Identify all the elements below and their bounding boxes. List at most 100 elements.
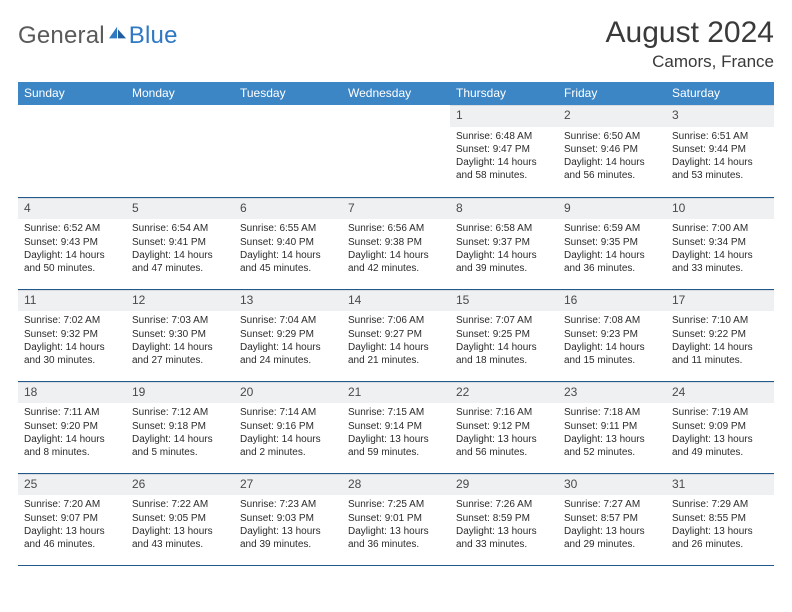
calendar-cell: 19Sunrise: 7:12 AMSunset: 9:18 PMDayligh… — [126, 381, 234, 473]
sunset-value: Sunset: 9:22 PM — [672, 328, 768, 341]
daylight-value: Daylight: 14 hours and 11 minutes. — [672, 341, 768, 367]
sunset-value: Sunset: 9:32 PM — [24, 328, 120, 341]
day-details: Sunrise: 7:10 AMSunset: 9:22 PMDaylight:… — [666, 311, 774, 371]
day-number: 10 — [666, 198, 774, 220]
calendar-cell: 11Sunrise: 7:02 AMSunset: 9:32 PMDayligh… — [18, 289, 126, 381]
weekday-header: Thursday — [450, 82, 558, 105]
sunrise-value: Sunrise: 6:51 AM — [672, 130, 768, 143]
sunset-value: Sunset: 9:09 PM — [672, 420, 768, 433]
day-number: 20 — [234, 382, 342, 404]
day-number: 5 — [126, 198, 234, 220]
sunrise-value: Sunrise: 6:56 AM — [348, 222, 444, 235]
calendar-cell: 17Sunrise: 7:10 AMSunset: 9:22 PMDayligh… — [666, 289, 774, 381]
day-details: Sunrise: 7:29 AMSunset: 8:55 PMDaylight:… — [666, 495, 774, 555]
sunset-value: Sunset: 9:35 PM — [564, 236, 660, 249]
day-number: 4 — [18, 198, 126, 220]
calendar-cell: 7Sunrise: 6:56 AMSunset: 9:38 PMDaylight… — [342, 197, 450, 289]
day-number: 18 — [18, 382, 126, 404]
calendar-cell: 23Sunrise: 7:18 AMSunset: 9:11 PMDayligh… — [558, 381, 666, 473]
sunrise-value: Sunrise: 6:59 AM — [564, 222, 660, 235]
sunrise-value: Sunrise: 6:55 AM — [240, 222, 336, 235]
day-number: 21 — [342, 382, 450, 404]
calendar-cell: 25Sunrise: 7:20 AMSunset: 9:07 PMDayligh… — [18, 473, 126, 565]
sunrise-value: Sunrise: 7:16 AM — [456, 406, 552, 419]
day-details: Sunrise: 6:51 AMSunset: 9:44 PMDaylight:… — [666, 127, 774, 187]
sunset-value: Sunset: 9:41 PM — [132, 236, 228, 249]
day-details: Sunrise: 7:07 AMSunset: 9:25 PMDaylight:… — [450, 311, 558, 371]
daylight-value: Daylight: 13 hours and 49 minutes. — [672, 433, 768, 459]
sail-icon — [109, 26, 127, 40]
calendar-cell: 1Sunrise: 6:48 AMSunset: 9:47 PMDaylight… — [450, 105, 558, 197]
calendar-cell — [126, 105, 234, 197]
day-number: 24 — [666, 382, 774, 404]
sunset-value: Sunset: 8:55 PM — [672, 512, 768, 525]
sunrise-value: Sunrise: 7:18 AM — [564, 406, 660, 419]
sunrise-value: Sunrise: 7:07 AM — [456, 314, 552, 327]
sunset-value: Sunset: 9:47 PM — [456, 143, 552, 156]
calendar-cell — [234, 105, 342, 197]
calendar-cell: 22Sunrise: 7:16 AMSunset: 9:12 PMDayligh… — [450, 381, 558, 473]
calendar-cell: 14Sunrise: 7:06 AMSunset: 9:27 PMDayligh… — [342, 289, 450, 381]
day-details: Sunrise: 7:14 AMSunset: 9:16 PMDaylight:… — [234, 403, 342, 463]
day-number: 6 — [234, 198, 342, 220]
weekday-header: Saturday — [666, 82, 774, 105]
sunset-value: Sunset: 9:11 PM — [564, 420, 660, 433]
header: General Blue August 2024 Camors, France — [18, 16, 774, 72]
sunrise-value: Sunrise: 7:14 AM — [240, 406, 336, 419]
day-number: 22 — [450, 382, 558, 404]
daylight-value: Daylight: 14 hours and 30 minutes. — [24, 341, 120, 367]
logo-word-blue: Blue — [129, 22, 178, 50]
day-number: 26 — [126, 474, 234, 496]
sunrise-value: Sunrise: 7:03 AM — [132, 314, 228, 327]
calendar-cell: 6Sunrise: 6:55 AMSunset: 9:40 PMDaylight… — [234, 197, 342, 289]
sunrise-value: Sunrise: 7:10 AM — [672, 314, 768, 327]
calendar-cell: 4Sunrise: 6:52 AMSunset: 9:43 PMDaylight… — [18, 197, 126, 289]
day-number: 9 — [558, 198, 666, 220]
daylight-value: Daylight: 13 hours and 29 minutes. — [564, 525, 660, 551]
day-details: Sunrise: 7:04 AMSunset: 9:29 PMDaylight:… — [234, 311, 342, 371]
day-number: 7 — [342, 198, 450, 220]
sunset-value: Sunset: 9:40 PM — [240, 236, 336, 249]
daylight-value: Daylight: 13 hours and 52 minutes. — [564, 433, 660, 459]
daylight-value: Daylight: 14 hours and 50 minutes. — [24, 249, 120, 275]
day-number: 11 — [18, 290, 126, 312]
sunset-value: Sunset: 9:38 PM — [348, 236, 444, 249]
daylight-value: Daylight: 14 hours and 8 minutes. — [24, 433, 120, 459]
day-number: 14 — [342, 290, 450, 312]
sunset-value: Sunset: 9:25 PM — [456, 328, 552, 341]
calendar-cell: 31Sunrise: 7:29 AMSunset: 8:55 PMDayligh… — [666, 473, 774, 565]
daylight-value: Daylight: 14 hours and 39 minutes. — [456, 249, 552, 275]
logo-word-general: General — [18, 22, 105, 50]
day-number: 2 — [558, 105, 666, 127]
sunset-value: Sunset: 9:01 PM — [348, 512, 444, 525]
daylight-value: Daylight: 14 hours and 47 minutes. — [132, 249, 228, 275]
sunrise-value: Sunrise: 6:50 AM — [564, 130, 660, 143]
calendar-cell: 8Sunrise: 6:58 AMSunset: 9:37 PMDaylight… — [450, 197, 558, 289]
day-details: Sunrise: 7:02 AMSunset: 9:32 PMDaylight:… — [18, 311, 126, 371]
day-details: Sunrise: 7:15 AMSunset: 9:14 PMDaylight:… — [342, 403, 450, 463]
sunrise-value: Sunrise: 7:26 AM — [456, 498, 552, 511]
calendar-cell: 12Sunrise: 7:03 AMSunset: 9:30 PMDayligh… — [126, 289, 234, 381]
daylight-value: Daylight: 13 hours and 33 minutes. — [456, 525, 552, 551]
calendar-cell: 29Sunrise: 7:26 AMSunset: 8:59 PMDayligh… — [450, 473, 558, 565]
sunset-value: Sunset: 9:27 PM — [348, 328, 444, 341]
day-details: Sunrise: 7:12 AMSunset: 9:18 PMDaylight:… — [126, 403, 234, 463]
calendar-table: Sunday Monday Tuesday Wednesday Thursday… — [18, 82, 774, 566]
day-details: Sunrise: 7:25 AMSunset: 9:01 PMDaylight:… — [342, 495, 450, 555]
calendar-cell: 15Sunrise: 7:07 AMSunset: 9:25 PMDayligh… — [450, 289, 558, 381]
calendar-cell: 21Sunrise: 7:15 AMSunset: 9:14 PMDayligh… — [342, 381, 450, 473]
sunrise-value: Sunrise: 7:12 AM — [132, 406, 228, 419]
sunrise-value: Sunrise: 6:48 AM — [456, 130, 552, 143]
day-number: 30 — [558, 474, 666, 496]
calendar-row: 1Sunrise: 6:48 AMSunset: 9:47 PMDaylight… — [18, 105, 774, 197]
sunset-value: Sunset: 8:57 PM — [564, 512, 660, 525]
weekday-header-row: Sunday Monday Tuesday Wednesday Thursday… — [18, 82, 774, 105]
sunrise-value: Sunrise: 7:19 AM — [672, 406, 768, 419]
day-details: Sunrise: 7:03 AMSunset: 9:30 PMDaylight:… — [126, 311, 234, 371]
calendar-row: 11Sunrise: 7:02 AMSunset: 9:32 PMDayligh… — [18, 289, 774, 381]
sunset-value: Sunset: 9:37 PM — [456, 236, 552, 249]
sunrise-value: Sunrise: 7:27 AM — [564, 498, 660, 511]
calendar-cell: 13Sunrise: 7:04 AMSunset: 9:29 PMDayligh… — [234, 289, 342, 381]
sunrise-value: Sunrise: 7:20 AM — [24, 498, 120, 511]
day-details: Sunrise: 7:19 AMSunset: 9:09 PMDaylight:… — [666, 403, 774, 463]
